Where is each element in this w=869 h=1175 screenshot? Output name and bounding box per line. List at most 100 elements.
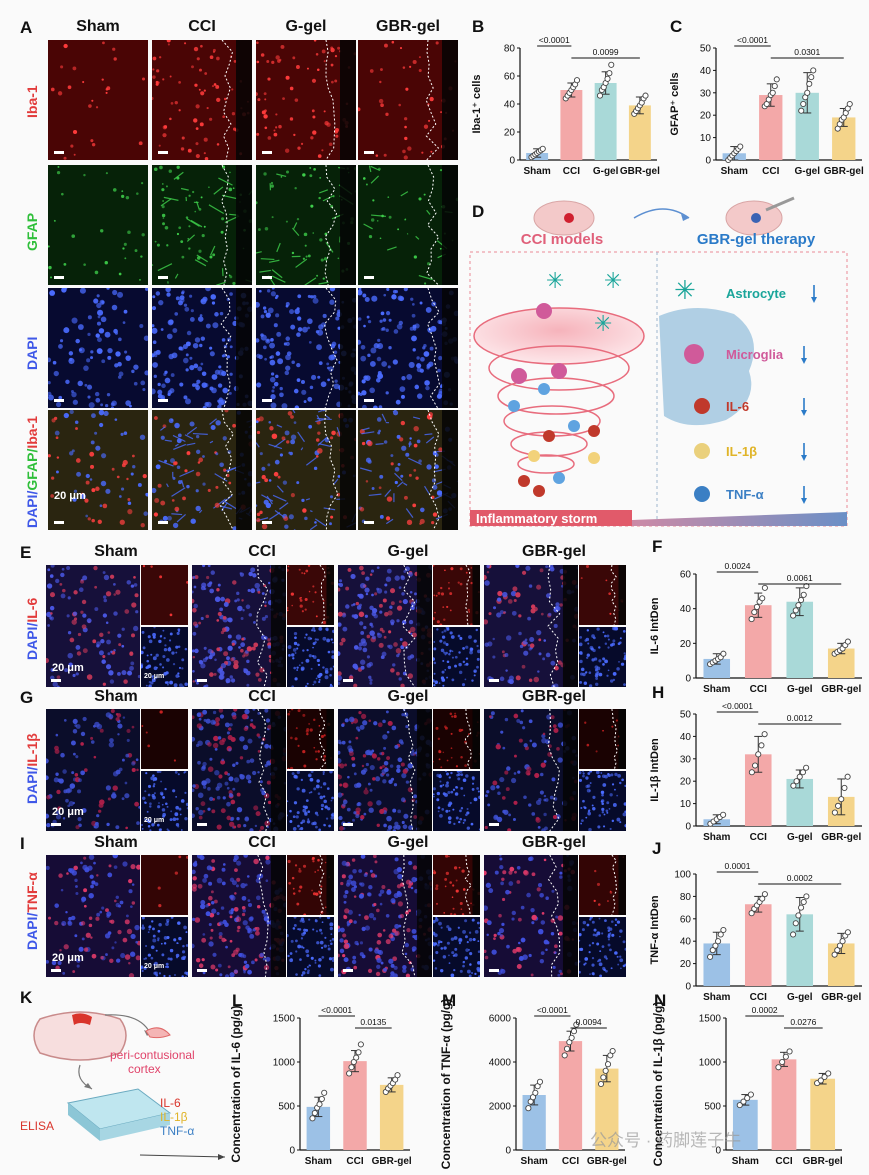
data-point (600, 1074, 607, 1081)
x-tick-label: G-gel (787, 832, 813, 843)
scale-bar (262, 399, 272, 402)
elisa-label: ELISA (20, 1119, 54, 1133)
micrograph-a-r2-c3 (358, 288, 458, 408)
data-point (570, 1028, 578, 1035)
panel-letter-g: G (20, 688, 34, 707)
data-point (736, 1102, 743, 1109)
y-tick-label: 40 (680, 732, 692, 743)
micrograph-a-r3-c1 (152, 410, 252, 530)
chart-f: F 0 20 40 60 IL-6 IntDen Sham CCI G-gel GBR-gel 0.… (649, 538, 862, 695)
analyte-1: IL-1β (160, 1110, 188, 1124)
column-header-sham: Sham (94, 834, 138, 851)
micrograph-rowG-inset-red-3 (579, 709, 626, 769)
p-value-label: 0.0024 (725, 561, 751, 571)
scale-bar (364, 151, 374, 154)
x-tick-label: CCI (750, 684, 767, 695)
data-point (532, 1089, 539, 1096)
row-label-dapi: DAPI/ (24, 622, 40, 660)
y-tick-label: 4000 (489, 1058, 512, 1069)
scale-bar (197, 823, 207, 826)
row-label-dapi: DAPI/ (24, 912, 40, 950)
y-tick-label: 2000 (489, 1102, 512, 1113)
micrograph-rowG-main-0 (46, 709, 140, 831)
x-tick-label: CCI (775, 1156, 792, 1167)
data-point (798, 596, 805, 604)
micrograph-rowE-main-3 (484, 565, 578, 687)
p-value-label: <0.0001 (321, 1005, 352, 1015)
micrograph-a-r0-c3 (358, 40, 458, 160)
y-tick-label: 20 (504, 128, 516, 139)
scale-bar (343, 679, 353, 682)
data-point (707, 953, 714, 960)
bar-gbr-gel (595, 1068, 619, 1150)
panel-letter-j: J (652, 840, 661, 858)
bar-cci (343, 1061, 367, 1150)
scale-bar (343, 969, 353, 972)
micrograph-rowI-inset-blue-0 (141, 917, 188, 977)
data-point (597, 1080, 605, 1088)
row-label-marker: IL-1β (24, 733, 40, 767)
data-point (720, 811, 727, 818)
scale-bar (197, 679, 207, 682)
data-point (795, 602, 802, 609)
y-tick-label: 60 (504, 72, 516, 83)
column-header-gbr-gel: GBR-gel (522, 834, 586, 851)
bar-cci (759, 95, 783, 160)
p-value-label: 0.0094 (576, 1017, 602, 1027)
micrograph-a-r2-c1 (152, 288, 252, 408)
micrograph-a-r1-c1 (152, 165, 252, 285)
data-point (836, 942, 843, 949)
scale-bar (364, 276, 374, 279)
p-value-label: 0.0002 (752, 1005, 778, 1015)
y-tick-label: 40 (504, 100, 516, 111)
p-value-label: <0.0001 (737, 35, 768, 45)
y-tick-label: 50 (680, 710, 692, 721)
scale-bar (54, 521, 64, 524)
micrograph-rowI-main-3 (484, 855, 578, 977)
column-header-cci: CCI (248, 834, 276, 851)
brain-slice-icon (33, 1011, 127, 1061)
legend-label-2: IL-6 (726, 399, 749, 414)
row-label-rowE: DAPI/IL-6 (24, 598, 40, 660)
data-point (786, 1048, 793, 1055)
legend-item-0: ✳ Astrocyte (674, 275, 817, 305)
bar-cci (744, 904, 772, 986)
y-tick-label: 500 (704, 1102, 721, 1113)
legend-item-1: Microglia (684, 344, 807, 364)
y-tick-label: 40 (680, 604, 692, 615)
micrograph-rowI-main-0 (46, 855, 140, 977)
micrograph-rowE-inset-blue-0 (141, 627, 188, 687)
micrograph-rowI-inset-red-0 (141, 855, 188, 915)
scale-bar (262, 151, 272, 154)
column-header-g-gel: G-gel (387, 834, 429, 851)
data-point (748, 769, 755, 776)
data-point (316, 1101, 323, 1108)
micrograph-rowE-main-1 (192, 565, 286, 687)
scale-bar (54, 151, 64, 154)
scale-bar-label: 20 μm (52, 952, 84, 964)
micrograph-rowG-inset-blue-3 (579, 771, 626, 831)
micrograph-rowG-inset-blue-1 (287, 771, 334, 831)
bar-gbr-gel (379, 1084, 404, 1150)
data-point (790, 782, 797, 789)
data-point (715, 938, 722, 945)
y-tick-label: 0 (685, 822, 691, 833)
y-axis-label: TNF-α IntDen (649, 895, 661, 964)
microglia-icon (684, 344, 704, 364)
scale-bar-label: 20 μm (52, 662, 84, 674)
data-point (803, 893, 810, 900)
data-point (798, 107, 805, 114)
data-point (355, 1049, 362, 1056)
tissue-blob (659, 307, 754, 426)
data-point (752, 762, 759, 769)
data-point (831, 809, 838, 816)
micrograph-rowI-inset-red-1 (287, 855, 334, 915)
merge-label-gfap: GFAP/ (24, 448, 40, 491)
micrograph-rowI-inset-blue-2 (433, 917, 480, 977)
data-point (810, 67, 817, 74)
data-point (792, 607, 799, 614)
micrograph-rowI-inset-red-3 (579, 855, 626, 915)
data-point (720, 926, 727, 934)
y-tick-label: 20 (680, 959, 692, 970)
y-tick-label: 1000 (273, 1058, 296, 1069)
